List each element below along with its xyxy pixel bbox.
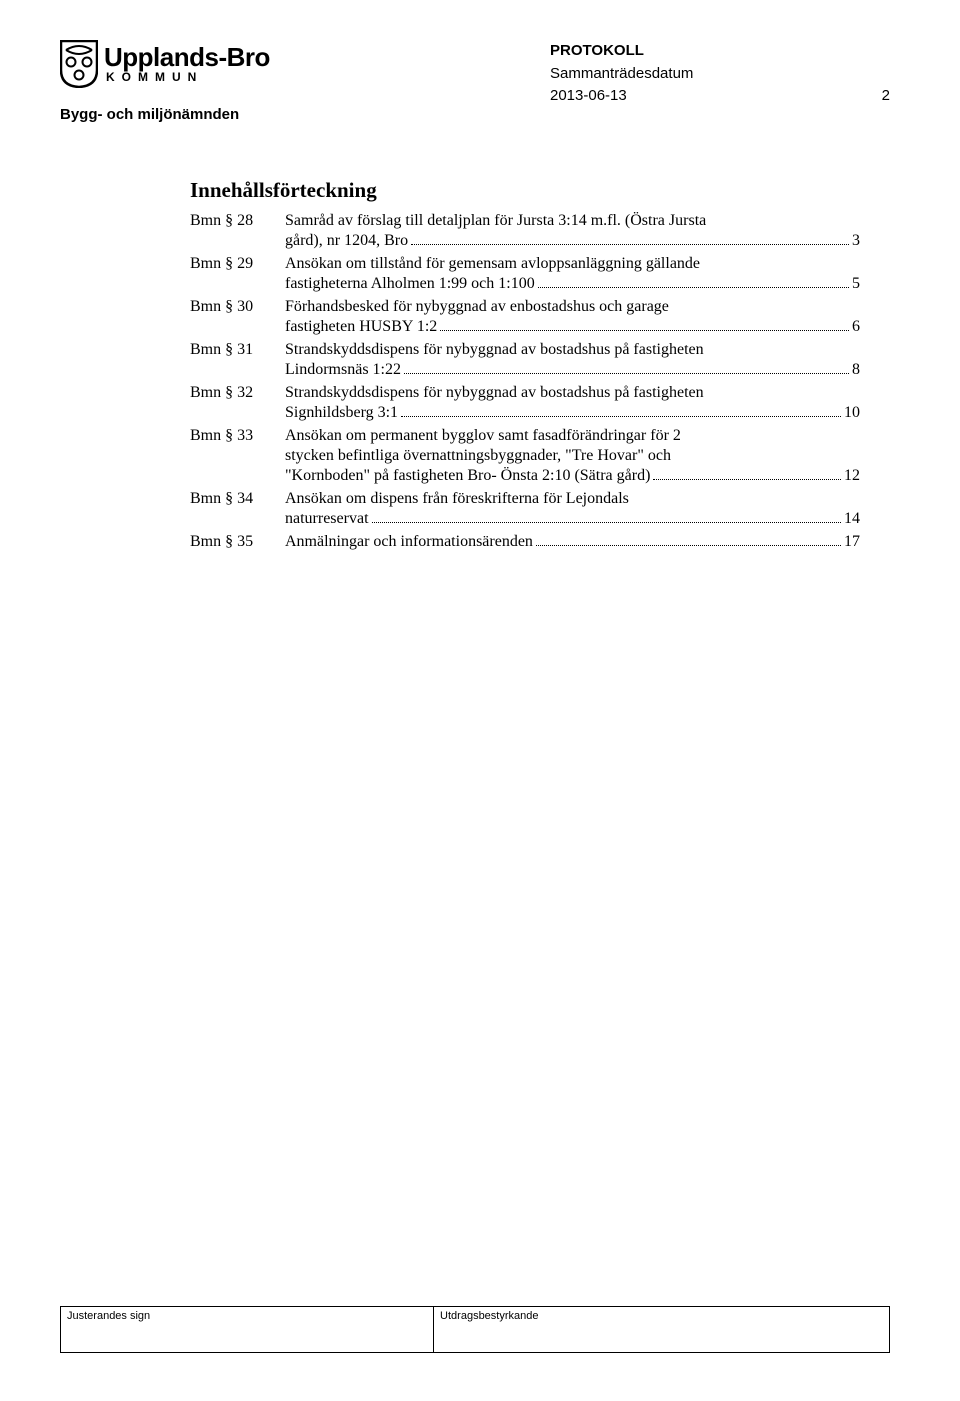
toc-line-text: gård), nr 1204, Bro xyxy=(285,231,408,251)
meeting-date-label: Sammanträdesdatum xyxy=(550,63,890,86)
toc-line-text: Ansökan om dispens från föreskrifterna f… xyxy=(285,489,629,509)
toc-row: Bmn § 35Anmälningar och informationsären… xyxy=(190,532,860,552)
toc-page-number: 14 xyxy=(844,509,860,529)
toc-line: Signhildsberg 3:1 10 xyxy=(285,403,860,423)
toc-line-text: Strandskyddsdispens för nybyggnad av bos… xyxy=(285,383,704,403)
shield-icon xyxy=(60,40,98,88)
toc-row: Bmn § 28Samråd av förslag till detaljpla… xyxy=(190,211,860,251)
footer-sign-cell: Justerandes sign xyxy=(61,1307,434,1353)
toc-leader xyxy=(536,533,841,546)
toc-row-label: Bmn § 30 xyxy=(190,297,285,317)
toc-leader xyxy=(372,510,841,523)
toc-page-number: 5 xyxy=(852,274,860,294)
toc-line: Strandskyddsdispens för nybyggnad av bos… xyxy=(285,340,860,360)
toc-line-text: "Kornboden" på fastigheten Bro- Önsta 2:… xyxy=(285,466,650,486)
toc-list: Bmn § 28Samråd av förslag till detaljpla… xyxy=(190,211,860,552)
toc-row: Bmn § 32Strandskyddsdispens för nybyggna… xyxy=(190,383,860,423)
page-footer: Justerandes sign Utdragsbestyrkande xyxy=(60,1306,890,1353)
toc-line: stycken befintliga övernattningsbyggnade… xyxy=(285,446,860,466)
toc-row-label: Bmn § 28 xyxy=(190,211,285,231)
toc-row-label: Bmn § 34 xyxy=(190,489,285,509)
toc-line-text: naturreservat xyxy=(285,509,369,529)
department-name: Bygg- och miljönämnden xyxy=(60,106,270,123)
header-right: PROTOKOLL Sammanträdesdatum 2013-06-13 2 xyxy=(550,40,890,108)
toc-line: fastigheterna Alholmen 1:99 och 1:100 5 xyxy=(285,274,860,294)
toc-page-number: 10 xyxy=(844,403,860,423)
toc-row: Bmn § 33Ansökan om permanent bygglov sam… xyxy=(190,426,860,486)
toc-line-text: Strandskyddsdispens för nybyggnad av bos… xyxy=(285,340,704,360)
toc-line-text: Signhildsberg 3:1 xyxy=(285,403,398,423)
org-name-line2: KOMMUN xyxy=(104,71,270,84)
org-name-line1: Upplands-Bro xyxy=(104,44,270,71)
toc-line: Lindormsnäs 1:22 8 xyxy=(285,360,860,380)
toc-row-label: Bmn § 32 xyxy=(190,383,285,403)
toc-line-text: Ansökan om permanent bygglov samt fasadf… xyxy=(285,426,681,446)
toc-row-body: Strandskyddsdispens för nybyggnad av bos… xyxy=(285,340,860,380)
toc-line: Strandskyddsdispens för nybyggnad av bos… xyxy=(285,383,860,403)
toc-line: "Kornboden" på fastigheten Bro- Önsta 2:… xyxy=(285,466,860,486)
toc-leader xyxy=(401,404,841,417)
content-area: Innehållsförteckning Bmn § 28Samråd av f… xyxy=(190,178,860,552)
toc-line: Ansökan om tillstånd för gemensam avlopp… xyxy=(285,254,860,274)
toc-row-body: Ansökan om dispens från föreskrifterna f… xyxy=(285,489,860,529)
toc-line: Anmälningar och informationsärenden 17 xyxy=(285,532,860,552)
meeting-date: 2013-06-13 xyxy=(550,85,627,108)
toc-line-text: stycken befintliga övernattningsbyggnade… xyxy=(285,446,671,466)
doc-type: PROTOKOLL xyxy=(550,40,890,63)
page-number: 2 xyxy=(882,85,890,108)
toc-line-text: fastigheten HUSBY 1:2 xyxy=(285,317,437,337)
toc-row-body: Ansökan om tillstånd för gemensam avlopp… xyxy=(285,254,860,294)
toc-line: fastigheten HUSBY 1:2 6 xyxy=(285,317,860,337)
toc-line-text: Anmälningar och informationsärenden xyxy=(285,532,533,552)
toc-row-body: Samråd av förslag till detaljplan för Ju… xyxy=(285,211,860,251)
toc-row-label: Bmn § 31 xyxy=(190,340,285,360)
toc-row-body: Ansökan om permanent bygglov samt fasadf… xyxy=(285,426,860,486)
toc-row: Bmn § 34Ansökan om dispens från föreskri… xyxy=(190,489,860,529)
toc-page-number: 6 xyxy=(852,317,860,337)
toc-row-label: Bmn § 29 xyxy=(190,254,285,274)
toc-line: naturreservat 14 xyxy=(285,509,860,529)
toc-row-body: Strandskyddsdispens för nybyggnad av bos… xyxy=(285,383,860,423)
footer-table: Justerandes sign Utdragsbestyrkande xyxy=(60,1306,890,1353)
toc-page-number: 12 xyxy=(844,466,860,486)
toc-title: Innehållsförteckning xyxy=(190,178,860,203)
toc-page-number: 3 xyxy=(852,231,860,251)
toc-line-text: Samråd av förslag till detaljplan för Ju… xyxy=(285,211,706,231)
toc-line-text: Lindormsnäs 1:22 xyxy=(285,360,401,380)
toc-row: Bmn § 30Förhandsbesked för nybyggnad av … xyxy=(190,297,860,337)
toc-line: Ansökan om dispens från föreskrifterna f… xyxy=(285,489,860,509)
org-name: Upplands-Bro KOMMUN xyxy=(104,44,270,84)
toc-row-label: Bmn § 35 xyxy=(190,532,285,552)
toc-leader xyxy=(404,361,849,374)
toc-row-body: Anmälningar och informationsärenden 17 xyxy=(285,532,860,552)
toc-line: Ansökan om permanent bygglov samt fasadf… xyxy=(285,426,860,446)
toc-line: Samråd av förslag till detaljplan för Ju… xyxy=(285,211,860,231)
toc-row-body: Förhandsbesked för nybyggnad av enbostad… xyxy=(285,297,860,337)
toc-line-text: Ansökan om tillstånd för gemensam avlopp… xyxy=(285,254,700,274)
toc-row: Bmn § 29Ansökan om tillstånd för gemensa… xyxy=(190,254,860,294)
toc-line-text: Förhandsbesked för nybyggnad av enbostad… xyxy=(285,297,669,317)
toc-leader xyxy=(411,232,849,245)
toc-leader xyxy=(440,318,849,331)
toc-row: Bmn § 31Strandskyddsdispens för nybyggna… xyxy=(190,340,860,380)
toc-leader xyxy=(538,275,849,288)
header-left: Upplands-Bro KOMMUN Bygg- och miljönämnd… xyxy=(60,40,270,123)
toc-page-number: 8 xyxy=(852,360,860,380)
toc-line: gård), nr 1204, Bro 3 xyxy=(285,231,860,251)
toc-row-label: Bmn § 33 xyxy=(190,426,285,446)
toc-line-text: fastigheterna Alholmen 1:99 och 1:100 xyxy=(285,274,535,294)
org-logo-block: Upplands-Bro KOMMUN xyxy=(60,40,270,88)
footer-cert-cell: Utdragsbestyrkande xyxy=(434,1307,890,1353)
toc-line: Förhandsbesked för nybyggnad av enbostad… xyxy=(285,297,860,317)
page-header: Upplands-Bro KOMMUN Bygg- och miljönämnd… xyxy=(60,40,890,123)
toc-leader xyxy=(653,467,841,480)
toc-page-number: 17 xyxy=(844,532,860,552)
